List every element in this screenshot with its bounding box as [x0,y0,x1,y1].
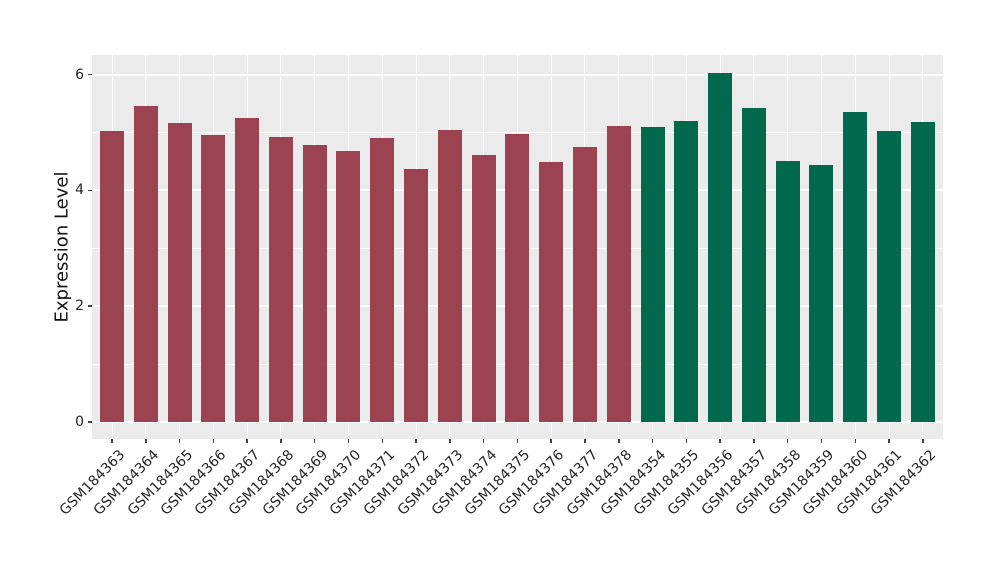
x-tick-mark [111,439,113,443]
x-tick-mark [313,439,316,443]
x-tick-mark [584,439,586,443]
y-tick-mark [88,305,92,307]
x-tick-mark [786,439,789,443]
x-tick-mark [347,439,350,443]
bar-gsm184362 [911,122,935,422]
x-tick-mark [719,439,721,443]
minor-gridline [92,132,943,133]
x-tick-mark [145,439,147,443]
bar-gsm184364 [134,106,158,422]
y-tick-label: 0 [75,414,84,430]
x-tick-mark [618,439,620,443]
y-tick-label: 4 [75,182,84,199]
x-tick-mark [381,439,384,443]
x-tick-mark [212,439,215,443]
x-tick-mark [449,439,451,443]
bar-gsm184375 [505,134,529,422]
bar-gsm184360 [843,112,867,422]
bar-gsm184363 [100,131,124,422]
bar-gsm184357 [742,108,766,422]
y-tick-mark [88,73,92,76]
x-tick-mark [820,439,823,443]
bar-gsm184359 [809,165,833,422]
bar-gsm184369 [303,145,327,422]
bar-gsm184366 [201,135,225,422]
y-tick-label: 6 [75,66,84,83]
bar-gsm184365 [168,123,192,422]
x-tick-mark [753,439,755,443]
bar-gsm184361 [877,131,901,422]
x-tick-mark [685,439,688,443]
bar-gsm184377 [573,147,597,422]
x-tick-mark [922,439,924,443]
y-tick-mark [88,421,92,423]
x-tick-mark [280,439,282,443]
major-gridline [92,421,943,423]
x-tick-mark [888,439,890,443]
major-gridline [92,73,943,76]
x-tick-mark [516,439,519,443]
plot-panel [92,55,943,439]
bar-gsm184358 [776,161,800,422]
bar-gsm184378 [607,126,631,422]
bar-gsm184372 [404,169,428,422]
bar-gsm184356 [708,73,732,422]
x-tick-mark [415,439,417,443]
x-tick-mark [246,439,248,443]
x-tick-mark [550,439,552,443]
bar-gsm184370 [336,151,360,422]
bar-gsm184373 [438,130,462,422]
x-tick-mark [854,439,857,443]
bar-gsm184367 [235,118,259,422]
bar-gsm184368 [269,137,293,422]
x-tick-mark [482,439,485,443]
bar-gsm184371 [370,138,394,422]
x-tick-mark [651,439,654,443]
bar-gsm184374 [472,155,496,422]
bar-gsm184376 [539,162,563,422]
bar-gsm184355 [674,121,698,422]
y-tick-mark [88,189,92,192]
x-tick-mark [178,439,181,443]
bar-gsm184354 [641,127,665,422]
y-tick-label: 2 [75,298,84,315]
